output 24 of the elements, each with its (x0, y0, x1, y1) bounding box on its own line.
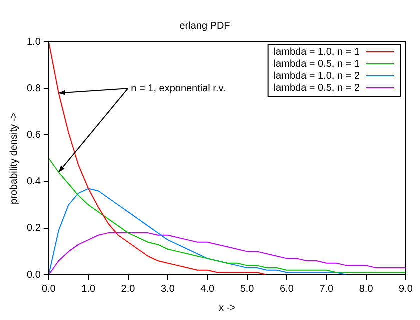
x-tick-label: 8.0 (359, 284, 374, 295)
x-axis-title: x -> (218, 302, 236, 314)
x-tick-label: 0.0 (42, 284, 56, 295)
x-tick-label: 3.0 (160, 284, 176, 295)
x-tick-label: 7.0 (320, 284, 334, 295)
annotation: n = 1, exponential r.v. (131, 83, 226, 94)
y-tick-label: 0.8 (26, 83, 42, 94)
y-tick-label: 0.6 (26, 130, 42, 141)
legend-label: lambda = 1.0, n = 2 (274, 70, 360, 82)
chart-title: erlang PDF (180, 20, 230, 32)
y-axis-title: probability density -> (8, 112, 20, 204)
x-tick-label: 1.0 (82, 284, 96, 295)
legend-label: lambda = 0.5, n = 1 (274, 58, 360, 70)
x-tick-label: 9.0 (399, 284, 414, 295)
y-tick-label: 0.2 (26, 223, 42, 234)
y-tick-label: 1.0 (26, 36, 42, 48)
y-tick-label: 0.0 (26, 270, 42, 281)
x-tick-label: 6.0 (280, 284, 294, 295)
legend-label: lambda = 1.0, n = 1 (274, 46, 360, 58)
x-tick-label: 2.0 (121, 284, 136, 295)
y-tick-label: 0.4 (26, 176, 42, 188)
x-tick-label: 4.0 (200, 284, 215, 295)
x-tick-label: 5.0 (240, 284, 255, 295)
legend-label: lambda = 0.5, n = 2 (274, 82, 360, 94)
